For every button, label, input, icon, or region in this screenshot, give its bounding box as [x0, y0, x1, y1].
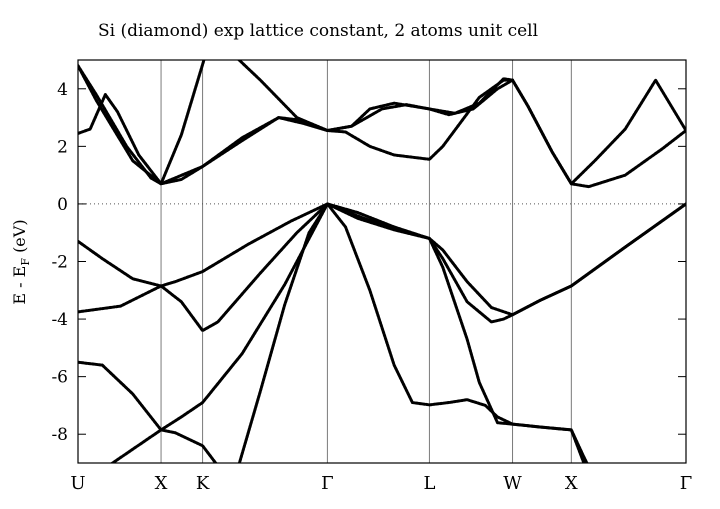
y-tick-label: -8: [51, 425, 68, 445]
band-line-1: [109, 202, 686, 463]
y-axis-label-unit: (eV): [10, 219, 29, 258]
band-line-4: [78, 360, 218, 463]
y-tick-label: 2: [57, 137, 68, 157]
y-tick-label: -6: [51, 368, 68, 388]
kpoint-label: U: [70, 473, 85, 494]
y-axis-label-sub: F: [19, 258, 32, 266]
y-tick-label: -4: [51, 310, 68, 330]
y-tick-label: 4: [57, 80, 68, 100]
chart-title: Si (diamond) exp lattice constant, 2 ato…: [98, 21, 538, 41]
plot-area: U X K Γ L W X Γ 4 2 0 -2 -4 -6 -8: [51, 59, 693, 494]
kpoint-label: K: [196, 473, 210, 494]
y-tick-label: -2: [51, 253, 68, 273]
kpoint-label: X: [155, 473, 168, 494]
band-line-7: [78, 64, 686, 189]
kpoint-label: W: [503, 473, 522, 494]
band-line-5: [237, 202, 589, 463]
kpoint-label: L: [423, 473, 435, 494]
svg-text:E - EF (eV): E - EF (eV): [10, 219, 32, 304]
kpoint-label: Γ: [321, 473, 334, 494]
kpoint-label: Γ: [680, 473, 693, 494]
band-line-6: [78, 60, 206, 186]
band-line-9: [236, 60, 515, 133]
y-tick-label: 0: [57, 195, 68, 215]
y-axis-label-main: E - E: [10, 266, 29, 305]
band-line-8: [78, 64, 686, 186]
y-axis-label: E - EF (eV): [10, 219, 32, 304]
band-line-3: [78, 202, 586, 463]
kpoint-label: X: [565, 473, 578, 494]
bands-group: [78, 60, 686, 463]
plot-frame: [77, 59, 687, 464]
